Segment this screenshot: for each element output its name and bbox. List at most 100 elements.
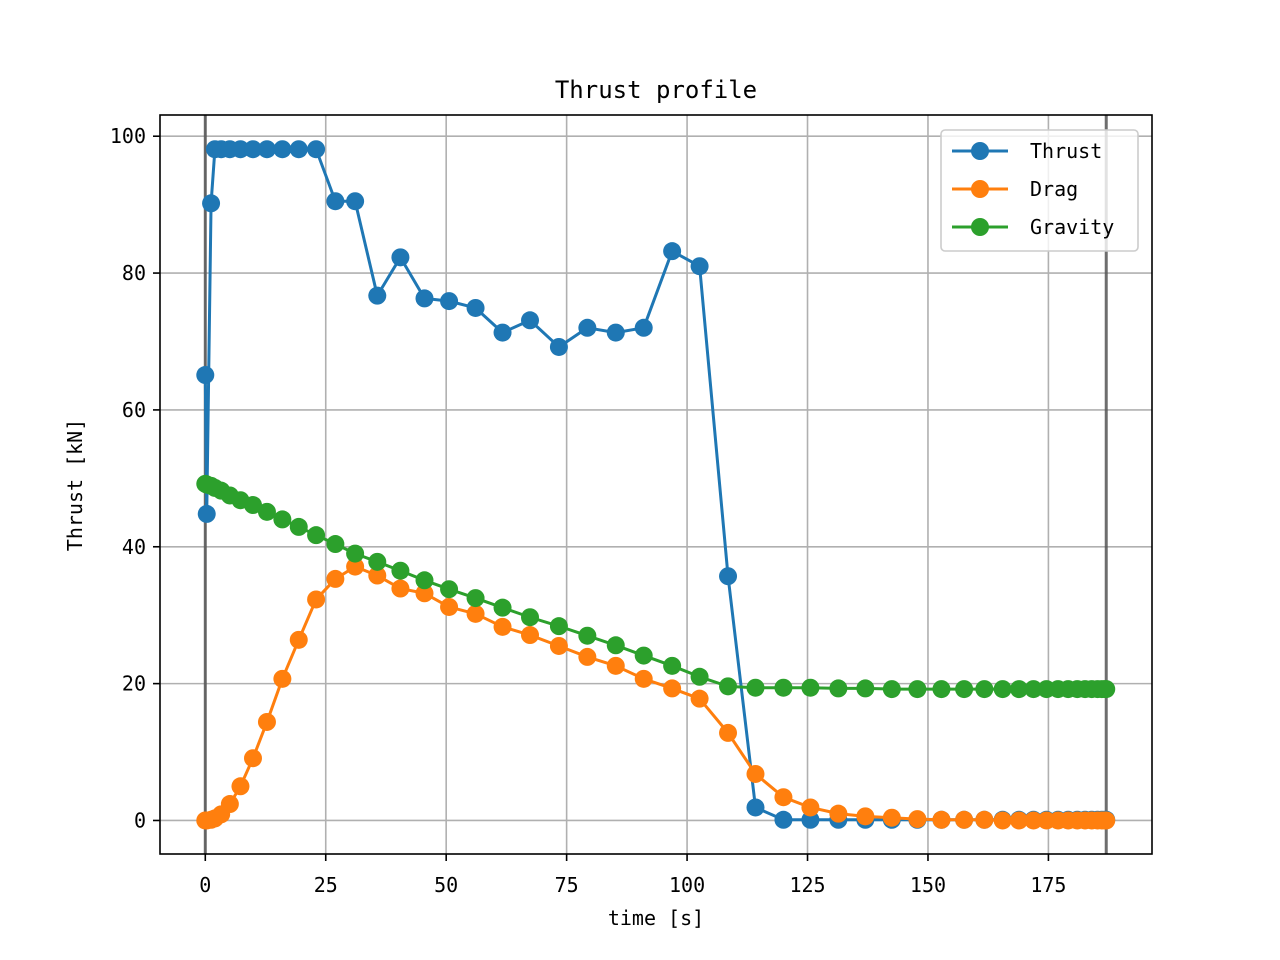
gravity-point <box>521 608 540 627</box>
gravity-point <box>663 656 682 675</box>
gravity-point <box>391 561 410 580</box>
drag-point <box>578 647 597 666</box>
drag-point <box>346 557 365 576</box>
thrust-point <box>346 192 365 211</box>
drag-point <box>415 584 434 603</box>
y-tick-label: 40 <box>122 535 146 559</box>
thrust-point <box>415 289 434 308</box>
gravity-point <box>549 617 568 636</box>
drag-point <box>391 579 410 598</box>
x-tick-label: 25 <box>314 873 338 897</box>
gravity-point <box>415 571 434 590</box>
drag-point <box>307 590 326 609</box>
drag-point <box>975 810 994 829</box>
gravity-point <box>856 679 875 698</box>
thrust-point <box>663 242 682 261</box>
axis-ticks: 0 25 50 75 100 125 150 175 0 20 40 60 80 100 <box>110 124 1067 897</box>
drag-point <box>746 764 765 783</box>
gravity-point <box>257 502 276 521</box>
drag-point <box>719 723 738 742</box>
drag-point <box>521 626 540 645</box>
thrust-point <box>391 248 410 267</box>
gravity-point <box>606 636 625 655</box>
gravity-point <box>346 544 365 563</box>
gravity-point <box>932 680 951 699</box>
gravity-point <box>975 680 994 699</box>
x-tick-label: 50 <box>434 873 458 897</box>
drag-point <box>549 636 568 655</box>
drag-point <box>231 777 250 796</box>
drag-point <box>932 810 951 829</box>
drag-point <box>289 630 308 649</box>
thrust-point <box>801 810 820 829</box>
drag-point <box>774 788 793 807</box>
thrust-point <box>440 292 459 311</box>
thrust-point <box>719 567 738 586</box>
legend-thrust-label: Thrust <box>1030 139 1102 163</box>
thrust-point <box>606 323 625 342</box>
legend-gravity-label: Gravity <box>1030 215 1114 239</box>
thrust-point <box>326 192 345 211</box>
x-axis-label: time [s] <box>608 906 704 930</box>
legend-gravity-marker <box>971 218 989 236</box>
gravity-point <box>908 680 927 699</box>
gravity-series <box>196 474 1116 699</box>
gravity-point <box>273 510 292 529</box>
drag-point <box>326 569 345 588</box>
drag-point <box>368 566 387 585</box>
thrust-point <box>202 194 221 213</box>
gravity-point <box>307 526 326 545</box>
x-tick-label: 75 <box>555 873 579 897</box>
y-tick-label: 60 <box>122 398 146 422</box>
thrust-point <box>746 798 765 817</box>
drag-point <box>856 807 875 826</box>
drag-point <box>829 804 848 823</box>
gravity-point <box>326 535 345 554</box>
thrust-point <box>307 140 326 159</box>
gravity-point <box>578 626 597 645</box>
gravity-point <box>493 598 512 617</box>
thrust-point <box>493 323 512 342</box>
series-group <box>196 140 1116 830</box>
gravity-point <box>1024 680 1043 699</box>
thrust-point <box>197 504 216 523</box>
drag-point <box>690 689 709 708</box>
x-tick-label: 150 <box>910 873 946 897</box>
gravity-point <box>440 580 459 599</box>
gravity-point <box>690 667 709 686</box>
y-tick-label: 20 <box>122 672 146 696</box>
gravity-point <box>955 680 974 699</box>
thrust-point <box>521 311 540 330</box>
gravity-point <box>634 646 653 665</box>
gravity-point <box>993 680 1012 699</box>
drag-point <box>801 798 820 817</box>
thrust-point <box>549 337 568 356</box>
gravity-point <box>1097 680 1116 699</box>
thrust-point <box>196 366 215 385</box>
drag-point <box>993 811 1012 830</box>
drag-point <box>440 597 459 616</box>
thrust-point <box>243 140 262 159</box>
gravity-point <box>243 496 262 515</box>
thrust-point <box>231 140 250 159</box>
drag-point <box>1097 811 1116 830</box>
y-tick-label: 100 <box>110 124 146 148</box>
drag-point <box>955 810 974 829</box>
x-tick-label: 125 <box>789 873 825 897</box>
drag-point <box>908 810 927 829</box>
thrust-point <box>257 140 276 159</box>
legend-drag-label: Drag <box>1030 177 1078 201</box>
drag-point <box>1024 811 1043 830</box>
drag-point <box>493 617 512 636</box>
x-tick-label: 100 <box>669 873 705 897</box>
legend-box <box>940 129 1139 252</box>
plot-frame <box>159 114 1153 855</box>
thrust-point <box>368 286 387 305</box>
gravity-point <box>829 679 848 698</box>
gravity-point <box>746 678 765 697</box>
x-tick-label: 175 <box>1030 873 1066 897</box>
y-tick-label: 0 <box>134 808 146 832</box>
thrust-point <box>690 257 709 276</box>
drag-point <box>220 795 239 814</box>
